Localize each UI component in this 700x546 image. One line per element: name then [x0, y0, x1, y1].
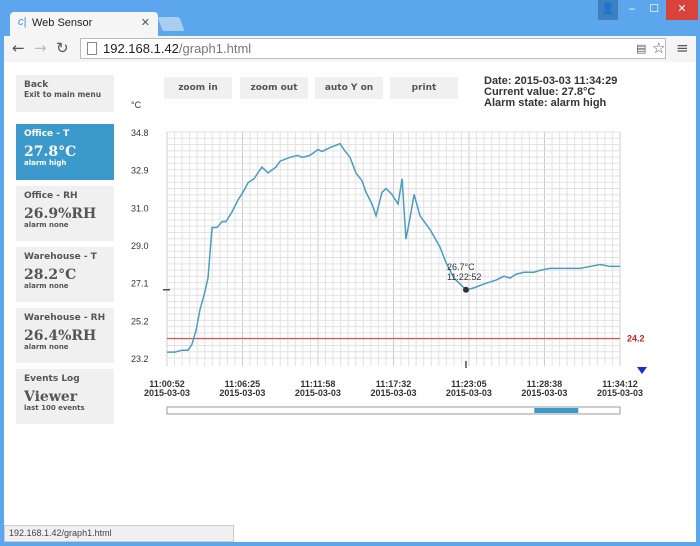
card-title: Office - T [24, 129, 70, 139]
card-title: Events Log [24, 374, 80, 384]
back-arrow-icon[interactable]: ← [12, 39, 25, 57]
page-content: Back Exit to main menu Office - T 27.8°C ala… [4, 62, 696, 542]
address-bar[interactable]: 192.168.1.42/graph1.html [80, 38, 666, 59]
tab-title: Web Sensor [32, 17, 93, 29]
status-info: Date: 2015-03-03 11:34:29 Current value:… [484, 76, 617, 109]
browser-tab[interactable]: c| Web Sensor ✕ [10, 12, 158, 36]
page-icon [87, 42, 97, 55]
zoom-in-button[interactable]: zoom in [164, 77, 232, 99]
date-text: Date: 2015-03-03 11:34:29 [484, 75, 618, 87]
card-title: Office - RH [24, 191, 78, 201]
alarm-state-text: Alarm state: alarm high [484, 97, 607, 109]
card-subtitle: alarm high [24, 159, 67, 167]
reload-icon[interactable]: ↻ [56, 39, 69, 57]
browser-toolbar: ← → ↻ 192.168.1.42/graph1.html ▤ ☆ ≡ [4, 36, 696, 62]
url-host: 192.168.1.42 [103, 41, 179, 56]
url-path: /graph1.html [178, 41, 252, 56]
current-value-text: Current value: 27.8°C [484, 86, 596, 98]
sidebar-item-office-t[interactable]: Office - T 27.8°C alarm high [16, 124, 114, 180]
close-window-button[interactable]: ✕ [666, 0, 698, 20]
card-subtitle: alarm none [24, 282, 69, 290]
zoom-out-button[interactable]: zoom out [240, 77, 308, 99]
card-title: Back [24, 80, 49, 90]
print-button[interactable]: print [390, 77, 458, 99]
card-subtitle: Exit to main menu [24, 90, 102, 99]
sidebar-item-office-rh[interactable]: Office - RH 26.9%RH alarm none [16, 186, 114, 241]
maximize-button[interactable]: ☐ [649, 2, 659, 15]
site-favicon-icon: c| [18, 16, 27, 28]
forward-arrow-icon[interactable]: → [34, 39, 47, 57]
card-value: 28.2°C [24, 267, 77, 283]
card-value: 26.4%RH [24, 328, 97, 344]
card-value: Viewer [24, 389, 78, 405]
minimize-button[interactable]: ‒ [628, 2, 636, 15]
card-subtitle: alarm none [24, 343, 69, 351]
title-bar: c| Web Sensor ✕ 👤 ‒ ☐ ✕ [0, 0, 700, 36]
sidebar-item-warehouse-rh[interactable]: Warehouse - RH 26.4%RH alarm none [16, 308, 114, 363]
card-title: Warehouse - RH [24, 313, 106, 323]
card-value: 27.8°C [24, 144, 77, 160]
sidebar-item-events-log[interactable]: Events Log Viewer last 100 events [16, 369, 114, 424]
sidebar-item-warehouse-t[interactable]: Warehouse - T 28.2°C alarm none [16, 247, 114, 302]
status-bar-url: 192.168.1.42/graph1.html [4, 525, 234, 542]
menu-icon[interactable]: ≡ [676, 39, 689, 57]
user-icon[interactable]: 👤 [598, 0, 618, 20]
new-tab-button[interactable] [157, 17, 185, 31]
sidebar-item-back[interactable]: Back Exit to main menu [16, 75, 114, 112]
card-subtitle: last 100 events [24, 404, 85, 412]
card-subtitle: alarm none [24, 221, 69, 229]
translate-icon[interactable]: ▤ [636, 42, 647, 55]
card-value: 26.9%RH [24, 206, 97, 222]
star-icon[interactable]: ☆ [652, 39, 666, 57]
auto-y-button[interactable]: auto Y on [315, 77, 383, 99]
card-title: Warehouse - T [24, 252, 97, 262]
tab-close-icon[interactable]: ✕ [140, 17, 150, 29]
